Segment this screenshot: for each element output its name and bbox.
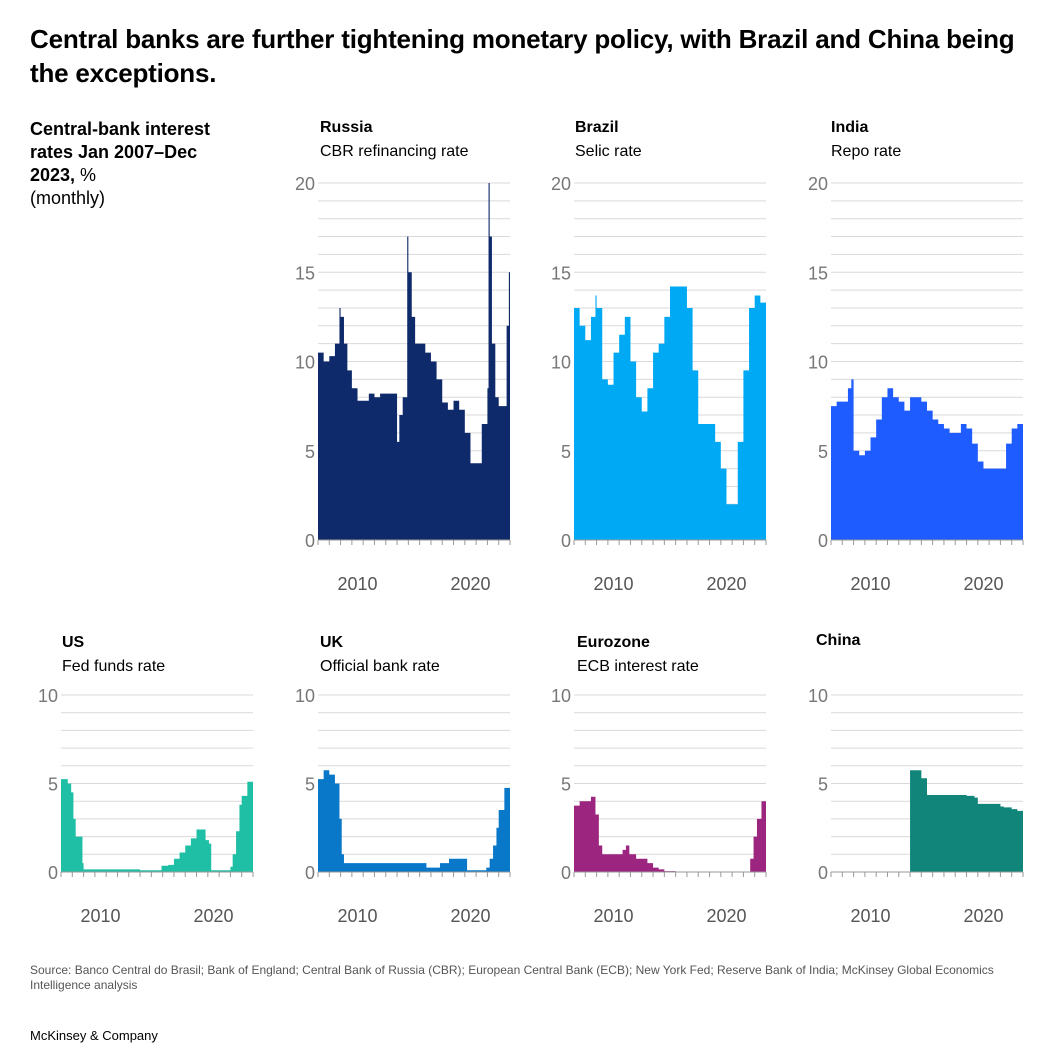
x-tick-label: 2020 <box>450 906 490 926</box>
panel-title-us: US <box>62 634 85 651</box>
area-russia <box>318 183 510 540</box>
y-tick-label: 0 <box>561 863 571 883</box>
x-tick-label: 2010 <box>594 906 634 926</box>
y-tick-label: 0 <box>818 531 828 551</box>
x-tick-label: 2010 <box>851 906 891 926</box>
y-tick-label: 5 <box>818 775 828 795</box>
x-tick-label: 2010 <box>338 574 378 594</box>
y-tick-label: 0 <box>818 863 828 883</box>
panel-title-russia: Russia <box>320 119 373 136</box>
panel-china: China 0 5 10 2010 2020 <box>808 632 1024 926</box>
panel-subtitle-us: Fed funds rate <box>62 658 165 675</box>
x-tick-label: 2010 <box>851 574 891 594</box>
panel-brazil: Brazil Selic rate 0 5 10 15 20 2010 2020 <box>551 119 767 594</box>
panel-subtitle-russia: CBR refinancing rate <box>320 143 469 160</box>
panel-title-india: India <box>831 119 868 136</box>
panel-eurozone: Eurozone ECB interest rate 0 5 10 2010 2020 <box>551 634 767 926</box>
chart-title: Central banks are further tightening mon… <box>30 24 1015 88</box>
panel-subtitle-india: Repo rate <box>831 143 901 160</box>
x-tick-label: 2020 <box>450 574 490 594</box>
panel-title-eurozone: Eurozone <box>577 634 650 651</box>
area-eurozone <box>574 792 766 872</box>
y-tick-label: 5 <box>561 442 571 462</box>
panel-us: US Fed funds rate 0 5 10 2010 2020 <box>38 634 254 926</box>
y-tick-label: 0 <box>305 531 315 551</box>
x-tick-label: 2020 <box>193 906 233 926</box>
panel-russia: Russia CBR refinancing rate 0 5 10 15 20 2010 20… <box>295 119 511 594</box>
y-tick-label: 15 <box>808 263 828 283</box>
y-tick-label: 0 <box>305 863 315 883</box>
panel-subtitle-eurozone: ECB interest rate <box>577 658 699 675</box>
x-tick-label: 2010 <box>338 906 378 926</box>
y-tick-label: 5 <box>305 442 315 462</box>
x-tick-label: 2010 <box>81 906 121 926</box>
panel-subtitle-uk: Official bank rate <box>320 658 440 675</box>
area-uk <box>318 770 510 872</box>
x-tick-label: 2020 <box>706 574 746 594</box>
y-tick-label: 10 <box>808 353 828 373</box>
y-tick-label: 20 <box>808 174 828 194</box>
y-tick-label: 0 <box>48 863 58 883</box>
panel-title-china: China <box>816 632 861 649</box>
x-tick-label: 2020 <box>706 906 746 926</box>
area-india <box>831 379 1023 540</box>
area-china <box>908 770 1023 872</box>
panel-subtitle-brazil: Selic rate <box>575 143 642 160</box>
x-tick-label: 2020 <box>963 906 1003 926</box>
chart-subtitle: Central-bank interest rates Jan 2007–Dec… <box>30 118 230 210</box>
y-tick-label: 10 <box>295 353 315 373</box>
y-tick-label: 20 <box>551 174 571 194</box>
panel-uk: UK Official bank rate 0 5 10 2010 2020 <box>295 634 511 926</box>
y-tick-label: 10 <box>551 686 571 706</box>
y-tick-label: 5 <box>561 775 571 795</box>
y-tick-label: 15 <box>295 263 315 283</box>
x-tick-label: 2020 <box>963 574 1003 594</box>
area-us <box>61 777 253 872</box>
y-tick-label: 10 <box>295 686 315 706</box>
y-tick-label: 20 <box>295 174 315 194</box>
source-note: Source: Banco Central do Brasil; Bank of… <box>30 963 994 992</box>
panel-title-brazil: Brazil <box>575 119 619 136</box>
panel-title-uk: UK <box>320 634 344 651</box>
y-tick-label: 5 <box>818 442 828 462</box>
y-tick-label: 10 <box>38 686 58 706</box>
y-tick-label: 5 <box>305 775 315 795</box>
y-tick-label: 15 <box>551 263 571 283</box>
subtitle-unit: % <box>75 165 97 185</box>
area-brazil <box>574 286 766 540</box>
subtitle-bold: Central-bank interest rates Jan 2007–Dec… <box>30 119 211 185</box>
panel-india: India Repo rate 0 5 10 15 20 2010 2020 <box>808 119 1024 594</box>
y-tick-label: 10 <box>808 686 828 706</box>
y-tick-label: 10 <box>551 353 571 373</box>
subtitle-note: (monthly) <box>30 188 106 208</box>
brand-logo: McKinsey & Company <box>30 1028 158 1043</box>
x-tick-label: 2010 <box>594 574 634 594</box>
y-tick-label: 0 <box>561 531 571 551</box>
y-tick-label: 5 <box>48 775 58 795</box>
